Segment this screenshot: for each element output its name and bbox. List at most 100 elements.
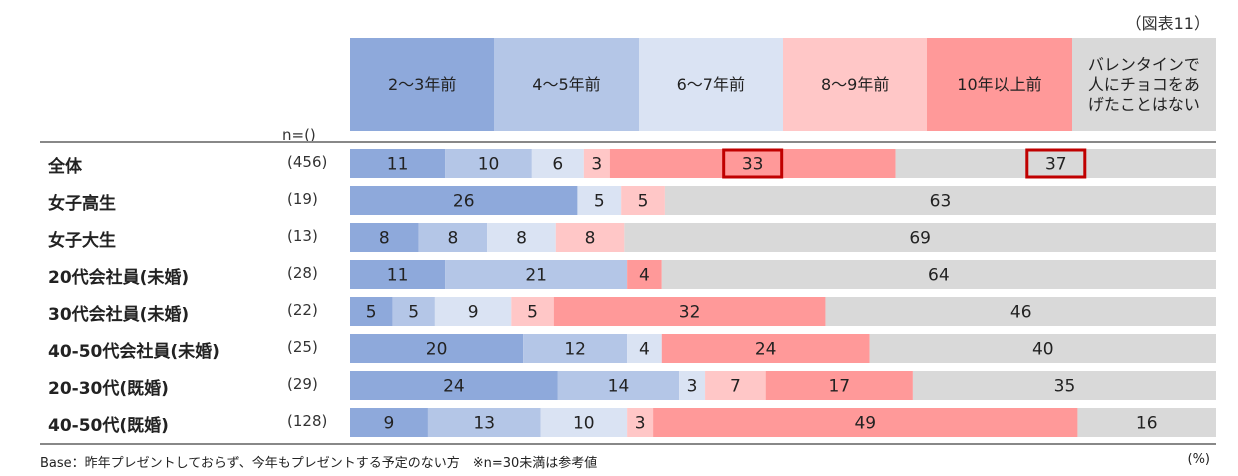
data-label: 8 — [516, 229, 527, 249]
bar-segment — [627, 260, 662, 289]
header-divider — [40, 141, 1216, 143]
data-label: 7 — [730, 377, 741, 397]
legend-label: 10年以上前 — [957, 74, 1042, 94]
data-label: 5 — [594, 192, 605, 212]
data-label: 3 — [635, 414, 646, 434]
bar-segment — [350, 260, 446, 289]
bar-segment — [487, 223, 556, 252]
data-label: 9 — [468, 303, 479, 323]
data-label: 11 — [387, 266, 409, 286]
bar-segment — [350, 186, 578, 215]
bar-segment — [705, 371, 766, 400]
bar-segment — [350, 371, 558, 400]
legend-label: 4〜5年前 — [532, 74, 601, 94]
legend-label: 2〜3年前 — [387, 74, 457, 94]
legend-item: 2〜3年前 — [350, 38, 495, 131]
bar-segment — [350, 223, 419, 252]
legend-item: 6〜7年前 — [638, 38, 783, 131]
bar-segment — [555, 223, 625, 252]
bar-segment — [679, 371, 706, 400]
data-label: 10 — [573, 414, 595, 434]
data-label: 49 — [854, 414, 876, 434]
bar-segment — [350, 408, 428, 437]
data-label: 69 — [909, 229, 931, 249]
data-label: 5 — [408, 303, 419, 323]
row-label: 全体 — [48, 157, 82, 177]
footnote: Base：昨年プレゼントしておらず、今年もプレゼントする予定のない方 ※n=30… — [40, 456, 598, 471]
row-n-value: (22) — [287, 301, 318, 319]
legend-item: 10年以上前 — [927, 38, 1072, 131]
row-label: 20代会社員(未婚) — [48, 268, 190, 288]
data-label: 5 — [366, 303, 377, 323]
bar-segment — [583, 149, 610, 178]
data-label: 14 — [608, 377, 630, 397]
bar-segment — [523, 334, 628, 363]
legend-item: 8〜9年前 — [783, 38, 928, 131]
row-n-value: (29) — [287, 375, 318, 393]
bar-segment — [350, 297, 393, 326]
data-label: 32 — [679, 303, 701, 323]
data-label: 9 — [384, 414, 395, 434]
data-label: 11 — [387, 155, 409, 175]
bar-segment — [664, 186, 1216, 215]
bar-segment — [553, 297, 826, 326]
data-label: 4 — [639, 266, 650, 286]
bar-segment — [825, 297, 1216, 326]
bar-segment — [418, 223, 488, 252]
bar-segment — [531, 149, 584, 178]
legend-item: バレンタインで 人にチョコをあ げたことはない — [1071, 38, 1216, 131]
data-label: 10 — [478, 155, 500, 175]
bar-segment — [427, 408, 541, 437]
bar-segment — [577, 186, 622, 215]
data-label: 64 — [928, 266, 950, 286]
row-label: 女子大生 — [48, 231, 116, 251]
bar-segment — [445, 149, 532, 178]
bar-segment — [445, 260, 628, 289]
data-label: 24 — [755, 340, 777, 360]
bar-segment — [621, 186, 665, 215]
row-n-value: (28) — [287, 264, 318, 282]
row-n-value: (25) — [287, 338, 318, 356]
data-label: 12 — [564, 340, 586, 360]
bar-segment — [895, 149, 1216, 178]
legend-label: 8〜9年前 — [820, 74, 890, 94]
bar-segment — [350, 149, 446, 178]
legend-label: 6〜7年前 — [676, 74, 745, 94]
bar-segment — [392, 297, 435, 326]
data-label: 24 — [443, 377, 465, 397]
data-label: 8 — [379, 229, 390, 249]
data-label: 40 — [1032, 340, 1054, 360]
bar-segment — [609, 149, 896, 178]
data-label: 13 — [473, 414, 495, 434]
highlight-box — [1025, 148, 1087, 179]
bar-segment — [511, 297, 554, 326]
legend-label: バレンタインで 人にチョコをあ げたことはない — [1087, 54, 1200, 114]
data-label: 35 — [1054, 377, 1076, 397]
bar-segment — [434, 297, 512, 326]
data-label: 6 — [552, 155, 563, 175]
data-label: 8 — [585, 229, 596, 249]
data-label: 4 — [639, 340, 650, 360]
row-n-value: (19) — [287, 190, 318, 208]
data-label: 20 — [426, 340, 448, 360]
bar-segment — [661, 334, 870, 363]
data-label: 3 — [687, 377, 698, 397]
data-label: 17 — [828, 377, 850, 397]
highlight-box — [722, 148, 784, 179]
row-n-value: (128) — [287, 412, 328, 430]
bottom-divider — [40, 443, 1216, 445]
unit-label: (%) — [1187, 452, 1211, 467]
row-label: 20-30代(既婚) — [48, 379, 169, 399]
n-column-header: n=() — [282, 126, 316, 144]
data-label: 21 — [525, 266, 547, 286]
data-label: 8 — [447, 229, 458, 249]
data-label: 46 — [1010, 303, 1032, 323]
data-label: 26 — [453, 192, 475, 212]
bar-segment — [765, 371, 913, 400]
row-label: 30代会社員(未婚) — [48, 305, 190, 325]
bar-segment — [627, 334, 662, 363]
data-label: 16 — [1136, 414, 1158, 434]
bar-segment — [350, 334, 524, 363]
bar-segment — [653, 408, 1078, 437]
row-label: 40-50代(既婚) — [48, 416, 169, 436]
